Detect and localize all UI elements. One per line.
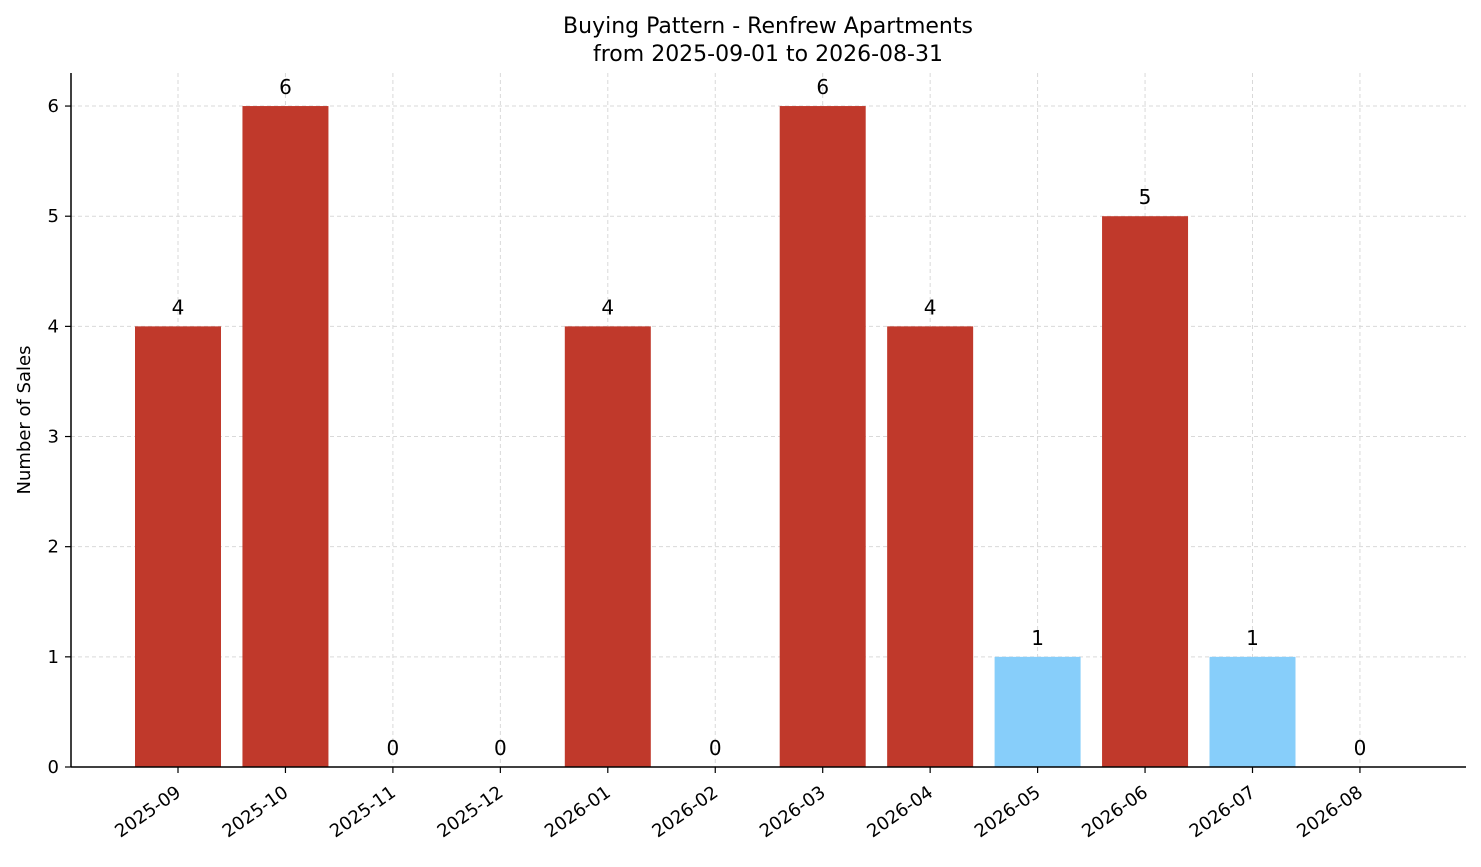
data-label: 0 [494, 736, 507, 760]
data-label: 0 [709, 736, 722, 760]
data-label: 4 [172, 295, 185, 319]
y-tick-label: 3 [48, 427, 59, 448]
x-tick-label: 2026-01 [541, 782, 615, 842]
y-tick-label: 5 [48, 206, 59, 227]
bar [1209, 656, 1296, 767]
data-label: 1 [1246, 626, 1259, 650]
data-labels: 4 6 0 0 4 0 6 4 1 5 1 0 [172, 75, 1367, 760]
x-tick-label: 2026-05 [971, 782, 1045, 842]
x-tick-label: 2026-06 [1078, 782, 1152, 842]
data-label: 1 [1031, 626, 1044, 650]
x-tick-label: 2025-12 [434, 782, 508, 842]
bar [1102, 216, 1189, 767]
bar [135, 326, 221, 767]
data-label: 0 [1354, 736, 1367, 760]
data-label: 4 [601, 295, 614, 319]
y-tick-label: 6 [48, 96, 59, 117]
x-tick-label: 2025-11 [326, 782, 400, 842]
x-tick-label: 2025-10 [219, 782, 293, 842]
bar [994, 656, 1081, 767]
x-tick-label: 2026-08 [1293, 782, 1367, 842]
bar [564, 326, 651, 767]
data-label: 5 [1139, 185, 1152, 209]
chart-title: Buying Pattern - Renfrew Apartments [563, 14, 973, 39]
bar [242, 106, 329, 768]
data-label: 0 [387, 736, 400, 760]
y-tick-label: 0 [48, 757, 59, 778]
data-label: 6 [279, 75, 292, 99]
data-label: 4 [924, 295, 937, 319]
bar [779, 106, 866, 768]
data-label: 6 [816, 75, 829, 99]
y-tick-label: 2 [48, 537, 59, 558]
bars [135, 106, 1296, 768]
bar [887, 326, 974, 767]
x-tick-label: 2025-09 [111, 782, 185, 842]
x-tick-label: 2026-03 [756, 782, 830, 842]
x-tick-label: 2026-02 [648, 782, 722, 842]
x-tick-label: 2026-07 [1186, 782, 1260, 842]
chart-subtitle: from 2025-09-01 to 2026-08-31 [593, 42, 943, 67]
y-tick-label: 4 [48, 316, 59, 337]
y-axis-label: Number of Sales [14, 345, 35, 494]
x-tick-label: 2026-04 [863, 782, 937, 842]
y-tick-label: 1 [48, 647, 59, 668]
